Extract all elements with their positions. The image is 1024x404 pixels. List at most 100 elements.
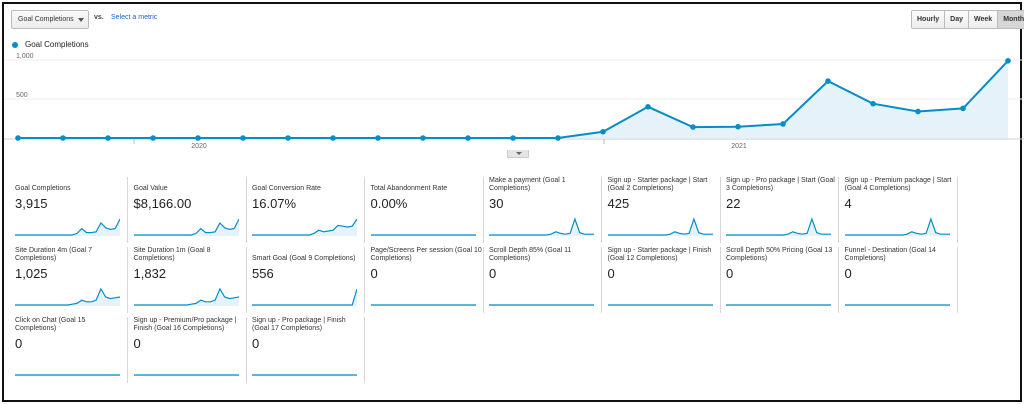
metric-tile-value: 1,025 bbox=[15, 266, 48, 281]
metric-tile[interactable]: Funnel - Destination (Goal 14 Completion… bbox=[840, 247, 958, 313]
sparkline bbox=[133, 287, 239, 306]
data-point[interactable] bbox=[375, 135, 381, 141]
data-point[interactable] bbox=[150, 135, 156, 141]
metric-select[interactable]: Goal Completions bbox=[11, 10, 89, 29]
sparkline bbox=[252, 374, 357, 376]
chevron-down-icon bbox=[78, 18, 84, 22]
metric-tile[interactable]: Scroll Depth 85% (Goal 11 Completions) 0 bbox=[484, 247, 602, 313]
metric-tile-label: Click on Chat (Goal 15 Completions) bbox=[15, 317, 86, 332]
data-point[interactable] bbox=[1005, 57, 1011, 64]
metric-tile-value: 22 bbox=[726, 196, 741, 211]
sparkline-area bbox=[252, 289, 357, 306]
chart-legend: Goal Completions bbox=[12, 40, 89, 49]
metric-tile-label: Sign up - Premium/Pro package | Finish (… bbox=[133, 317, 237, 332]
metric-tile[interactable]: Smart Goal (Goal 9 Completions) 556 bbox=[247, 247, 365, 313]
sparkline bbox=[133, 374, 239, 376]
data-point[interactable] bbox=[870, 100, 876, 107]
metric-tile-value: 30 bbox=[489, 196, 504, 211]
sparkline-area bbox=[133, 219, 239, 236]
data-point[interactable] bbox=[285, 135, 291, 141]
metric-tile[interactable]: Page/Screens Per session (Goal 10 Comple… bbox=[366, 247, 484, 313]
metric-tile-value: $8,166.00 bbox=[133, 196, 192, 211]
metric-tile[interactable]: Sign up - Pro package | Finish (Goal 17 … bbox=[247, 317, 365, 383]
metric-tile-value: 0 bbox=[726, 266, 734, 281]
metric-tile-label: Funnel - Destination (Goal 14 Completion… bbox=[844, 247, 936, 262]
metric-tile[interactable]: Goal Value $8,166.00 bbox=[129, 177, 247, 243]
metric-tile-label: Goal Conversion Rate bbox=[252, 185, 321, 192]
sparkline bbox=[489, 304, 594, 306]
metric-tile[interactable]: Site Duration 1m (Goal 8 Completions) 1,8… bbox=[129, 247, 247, 313]
metric-tile-label: Site Duration 1m (Goal 8 Completions) bbox=[133, 247, 211, 262]
metric-tile[interactable]: Click on Chat (Goal 15 Completions) 0 bbox=[10, 317, 128, 383]
metric-tile[interactable]: Make a payment (Goal 1 Completions) 30 bbox=[484, 177, 602, 243]
metric-tile-label: Sign up - Pro package | Start (Goal 3 Co… bbox=[726, 177, 835, 192]
data-point[interactable] bbox=[780, 121, 786, 127]
data-point[interactable] bbox=[510, 135, 516, 141]
metric-tile-label: Scroll Depth 50% Pricing (Goal 13 Comple… bbox=[726, 247, 833, 262]
sparkline-area bbox=[133, 289, 239, 306]
metric-tile[interactable]: Sign up - Premium/Pro package | Finish (… bbox=[129, 317, 247, 383]
metric-tile[interactable]: Sign up - Pro package | Start (Goal 3 Co… bbox=[721, 177, 839, 243]
data-point[interactable] bbox=[105, 135, 111, 141]
metric-tile-value: 0 bbox=[15, 336, 23, 351]
data-point[interactable] bbox=[15, 135, 21, 141]
chart-collapse-handle[interactable] bbox=[507, 150, 529, 158]
metric-tile[interactable]: Total Abandonment Rate 0.00% bbox=[366, 177, 484, 243]
metric-tile-label: Scroll Depth 85% (Goal 11 Completions) bbox=[489, 247, 572, 262]
metric-tile-value: 556 bbox=[252, 266, 274, 281]
legend-dot-icon bbox=[12, 41, 18, 48]
select-metric-link[interactable]: Select a metric bbox=[111, 14, 158, 21]
sparkline-line bbox=[133, 218, 239, 236]
data-point[interactable] bbox=[465, 135, 471, 141]
data-point[interactable] bbox=[240, 135, 246, 141]
sparkline-line bbox=[15, 287, 120, 306]
data-point[interactable] bbox=[330, 135, 336, 141]
sparkline bbox=[844, 217, 950, 236]
data-point[interactable] bbox=[195, 135, 201, 141]
data-point[interactable] bbox=[735, 123, 741, 130]
week-button[interactable]: Week bbox=[968, 11, 998, 28]
sparkline bbox=[489, 217, 594, 236]
sparkline-line bbox=[252, 288, 357, 306]
month-button[interactable]: Month bbox=[997, 11, 1024, 28]
data-point[interactable] bbox=[960, 105, 966, 112]
metric-tile[interactable]: Site Duration 4m (Goal 7 Completions) 1,0… bbox=[10, 247, 128, 313]
data-point[interactable] bbox=[555, 135, 561, 141]
metric-tile-label: Smart Goal (Goal 9 Completions) bbox=[252, 255, 356, 262]
goal-completions-chart[interactable]: 1,000 500 2020 2021 bbox=[4, 50, 1024, 160]
sparkline-area bbox=[252, 219, 357, 236]
metric-tile[interactable]: Scroll Depth 50% Pricing (Goal 13 Comple… bbox=[721, 247, 839, 313]
data-point[interactable] bbox=[825, 78, 831, 84]
data-point[interactable] bbox=[60, 135, 66, 141]
metric-tile[interactable]: Goal Completions 3,915 bbox=[10, 177, 128, 243]
data-point[interactable] bbox=[600, 128, 606, 135]
metric-tile[interactable]: Goal Conversion Rate 16.07% bbox=[247, 177, 365, 243]
data-point[interactable] bbox=[915, 108, 921, 115]
data-point[interactable] bbox=[690, 124, 696, 130]
vs-label: vs. bbox=[94, 14, 104, 21]
metric-tile[interactable]: Sign up - Premium package | Start (Goal … bbox=[840, 177, 958, 243]
hourly-button[interactable]: Hourly bbox=[912, 11, 945, 28]
metric-tile[interactable]: Sign up - Starter package | Start (Goal … bbox=[603, 177, 721, 243]
sparkline bbox=[15, 218, 120, 236]
metric-tile-value: 1,832 bbox=[133, 266, 167, 281]
sparkline bbox=[726, 304, 831, 306]
metric-select-value: Goal Completions bbox=[18, 16, 74, 23]
sparkline bbox=[607, 304, 713, 306]
metric-tile[interactable]: Sign up - Starter package | Finish (Goal… bbox=[603, 247, 721, 313]
metric-tile-value: 0.00% bbox=[370, 196, 408, 211]
sparkline bbox=[252, 218, 357, 236]
y-tick-label: 1,000 bbox=[16, 53, 34, 60]
sparkline bbox=[133, 218, 239, 236]
metric-tile-label: Sign up - Starter package | Finish (Goal… bbox=[607, 247, 712, 262]
metric-tile-label: Total Abandonment Rate bbox=[370, 185, 448, 192]
day-button[interactable]: Day bbox=[944, 11, 969, 28]
sparkline bbox=[252, 288, 357, 306]
x-tick-label: 2020 bbox=[191, 143, 207, 150]
data-point[interactable] bbox=[645, 104, 651, 110]
sparkline bbox=[726, 217, 831, 236]
metric-tile-label: Site Duration 4m (Goal 7 Completions) bbox=[15, 247, 93, 262]
metric-tile-label: Make a payment (Goal 1 Completions) bbox=[489, 177, 566, 192]
data-point[interactable] bbox=[420, 135, 426, 141]
